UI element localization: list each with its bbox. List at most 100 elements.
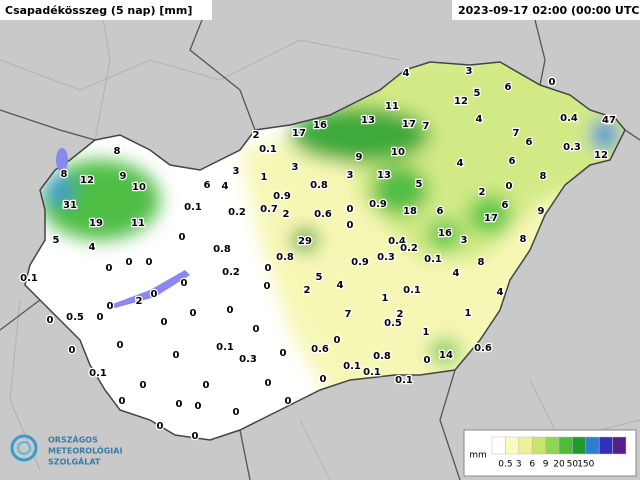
logo-text: ORSZÁGOS <box>48 434 98 445</box>
legend-swatch <box>531 436 546 455</box>
station-value: 8 <box>520 234 527 245</box>
station-value: 0 <box>97 312 104 323</box>
station-value: 0 <box>106 263 113 274</box>
station-value: 31 <box>63 200 77 211</box>
station-value: 19 <box>89 218 103 229</box>
station-value: 6 <box>505 82 512 93</box>
station-value: 0.1 <box>363 367 381 378</box>
station-value: 0 <box>549 77 556 88</box>
station-value: 0.8 <box>310 180 328 191</box>
station-value: 0.9 <box>369 199 387 210</box>
station-value: 0 <box>233 407 240 418</box>
legend-swatch <box>545 436 560 455</box>
station-value: 8 <box>114 146 121 157</box>
station-value: 0.8 <box>276 252 294 263</box>
station-value: 0 <box>195 401 202 412</box>
legend-tick-label: 3 <box>516 460 522 470</box>
station-value: 10 <box>132 182 146 193</box>
station-value: 2 <box>253 130 260 141</box>
legend-tick-label: 150 <box>577 460 594 470</box>
legend-tick-label: 20 <box>553 460 565 470</box>
station-value: 17 <box>484 213 498 224</box>
station-value: 10 <box>391 147 405 158</box>
station-value: 0 <box>253 324 260 335</box>
station-value: 0 <box>126 257 133 268</box>
station-value: 7 <box>345 309 352 320</box>
station-value: 4 <box>403 68 410 79</box>
station-value: 0 <box>140 380 147 391</box>
station-value: 3 <box>466 66 473 77</box>
station-value: 0.6 <box>474 343 492 354</box>
station-value: 4 <box>476 114 483 125</box>
legend-tick-label: 50 <box>567 460 579 470</box>
station-value: 0 <box>334 335 341 346</box>
station-value: 14 <box>439 350 453 361</box>
station-value: 8 <box>540 171 547 182</box>
station-value: 0.1 <box>20 273 38 284</box>
station-value: 9 <box>120 171 127 182</box>
title-box <box>0 0 212 20</box>
station-value: 0 <box>265 263 272 274</box>
station-value: 6 <box>509 156 516 167</box>
station-value: 0.5 <box>384 318 402 329</box>
station-value: 0.1 <box>424 254 442 265</box>
station-value: 17 <box>292 128 306 139</box>
station-value: 6 <box>526 137 533 148</box>
station-value: 0.2 <box>222 267 240 278</box>
station-value: 0.1 <box>184 202 202 213</box>
station-value: 4 <box>453 268 460 279</box>
station-value: 5 <box>316 272 323 283</box>
station-value: 0 <box>190 308 197 319</box>
timestamp-box <box>452 0 640 20</box>
station-value: 6 <box>502 200 509 211</box>
station-value: 0 <box>107 301 114 312</box>
station-value: 0 <box>181 278 188 289</box>
station-value: 0 <box>146 257 153 268</box>
legend-tick-label: 9 <box>543 460 549 470</box>
station-value: 6 <box>204 180 211 191</box>
station-value: 3 <box>461 235 468 246</box>
station-value: 4 <box>89 242 96 253</box>
station-value: 2 <box>397 309 404 320</box>
station-value: 0 <box>227 305 234 316</box>
station-value: 13 <box>377 170 391 181</box>
station-value: 0 <box>157 421 164 432</box>
station-value: 0 <box>347 220 354 231</box>
station-value: 0.7 <box>260 204 278 215</box>
station-value: 0 <box>280 348 287 359</box>
station-value: 0 <box>117 340 124 351</box>
station-value: 0 <box>424 355 431 366</box>
station-value: 0.8 <box>373 351 391 362</box>
station-value: 13 <box>361 115 375 126</box>
legend-swatch <box>558 436 573 455</box>
station-value: 0.2 <box>228 207 246 218</box>
station-value: 2 <box>479 187 486 198</box>
station-value: 0 <box>69 345 76 356</box>
station-value: 0 <box>176 399 183 410</box>
station-value: 17 <box>402 119 416 130</box>
station-value: 0.5 <box>66 312 84 323</box>
station-value: 16 <box>438 228 452 239</box>
station-value: 1 <box>465 308 472 319</box>
station-value: 0.1 <box>216 342 234 353</box>
station-value: 9 <box>538 206 545 217</box>
station-value: 0 <box>285 396 292 407</box>
station-value: 0.9 <box>273 191 291 202</box>
station-value: 7 <box>423 121 430 132</box>
station-value: 0.9 <box>351 257 369 268</box>
station-value: 0.3 <box>239 354 257 365</box>
legend: mm 0.5 3 6 9 20 50 150 <box>463 429 637 477</box>
station-value: 11 <box>385 101 399 112</box>
station-value: 6 <box>437 206 444 217</box>
station-value: 0 <box>347 204 354 215</box>
timestamp: 2023-09-17 02:00 (00:00 UTC) <box>458 4 640 17</box>
station-value: 8 <box>478 257 485 268</box>
station-value: 0 <box>151 289 158 300</box>
station-value: 4 <box>222 181 229 192</box>
station-value: 12 <box>80 175 94 186</box>
station-value: 7 <box>513 128 520 139</box>
station-value: 0.1 <box>343 361 361 372</box>
station-value: 1 <box>382 293 389 304</box>
station-value: 0.1 <box>395 375 413 386</box>
